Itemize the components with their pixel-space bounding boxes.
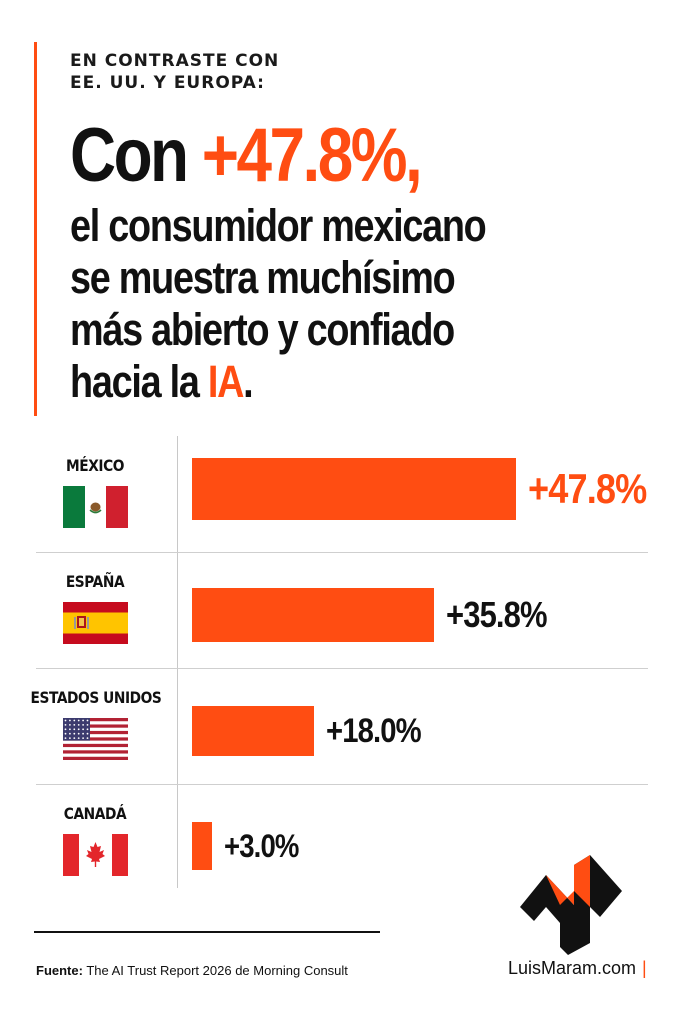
kicker: EN CONTRASTE CON EE. UU. Y EUROPA: — [70, 50, 430, 94]
footer-rule — [34, 931, 380, 933]
row-separator — [36, 784, 648, 785]
headline-highlight: +47.8%, — [201, 113, 423, 198]
usa-flag-icon — [63, 718, 128, 760]
headline-line-2: se muestra muchísimo — [70, 252, 456, 303]
headline-line-4: hacia la IA. — [70, 356, 540, 408]
bar — [192, 588, 435, 642]
data-label: +18.0% — [325, 712, 422, 750]
brand-logo-icon — [520, 855, 622, 955]
headline: Con +47.8%, el consumidor mexicano se mu… — [70, 112, 630, 408]
source-text: The AI Trust Report 2026 de Morning Cons… — [82, 963, 348, 978]
mexico-flag-icon — [63, 486, 128, 528]
chart-row: ESTADOS UNIDOS +18.0% — [0, 668, 683, 784]
bar-chart: MÉXICO +47.8% ESPAÑA +35.8% ESTADOS UNIDOS +1… — [0, 436, 683, 890]
chart-row: MÉXICO +47.8% — [0, 436, 683, 552]
chart-row: CANADÁ +3.0% — [0, 784, 683, 900]
category-label: ESPAÑA — [65, 572, 125, 591]
headline-ia: IA — [207, 356, 245, 407]
source-label: Fuente: — [36, 963, 83, 978]
headline-line-3: más abierto y confiado — [70, 304, 455, 355]
spain-flag-icon — [63, 602, 128, 644]
row-separator — [36, 552, 648, 553]
headline-lead: Con — [70, 113, 202, 198]
category-label: CANADÁ — [63, 804, 127, 823]
category-label: ESTADOS UNIDOS — [30, 688, 162, 707]
data-label: +35.8% — [446, 594, 548, 635]
headline-line-1: el consumidor mexicano — [70, 200, 487, 251]
headline-line-4-pre: hacia la — [70, 356, 208, 407]
bar — [192, 706, 314, 756]
chart-axis-line — [177, 436, 178, 888]
data-label: +3.0% — [224, 828, 299, 864]
bar — [192, 822, 213, 870]
source-note: Fuente: The AI Trust Report 2026 de Morn… — [36, 963, 348, 978]
kicker-line-1: EN CONTRASTE CON — [70, 51, 280, 71]
brand-footer[interactable]: LuisMaram.com | — [508, 958, 647, 979]
headline-lead-line: Con +47.8%, — [70, 112, 540, 200]
brand-pipe: | — [642, 958, 647, 978]
category-label: MÉXICO — [65, 456, 125, 475]
accent-bar — [34, 42, 37, 416]
bar — [192, 458, 516, 520]
brand-name[interactable]: LuisMaram.com — [508, 958, 637, 978]
headline-line-4-post: . — [243, 356, 254, 407]
canada-flag-icon — [63, 834, 128, 876]
kicker-line-2: EE. UU. Y EUROPA: — [70, 73, 265, 93]
data-label: +47.8% — [527, 465, 647, 512]
row-separator — [36, 668, 648, 669]
chart-row: ESPAÑA +35.8% — [0, 552, 683, 668]
